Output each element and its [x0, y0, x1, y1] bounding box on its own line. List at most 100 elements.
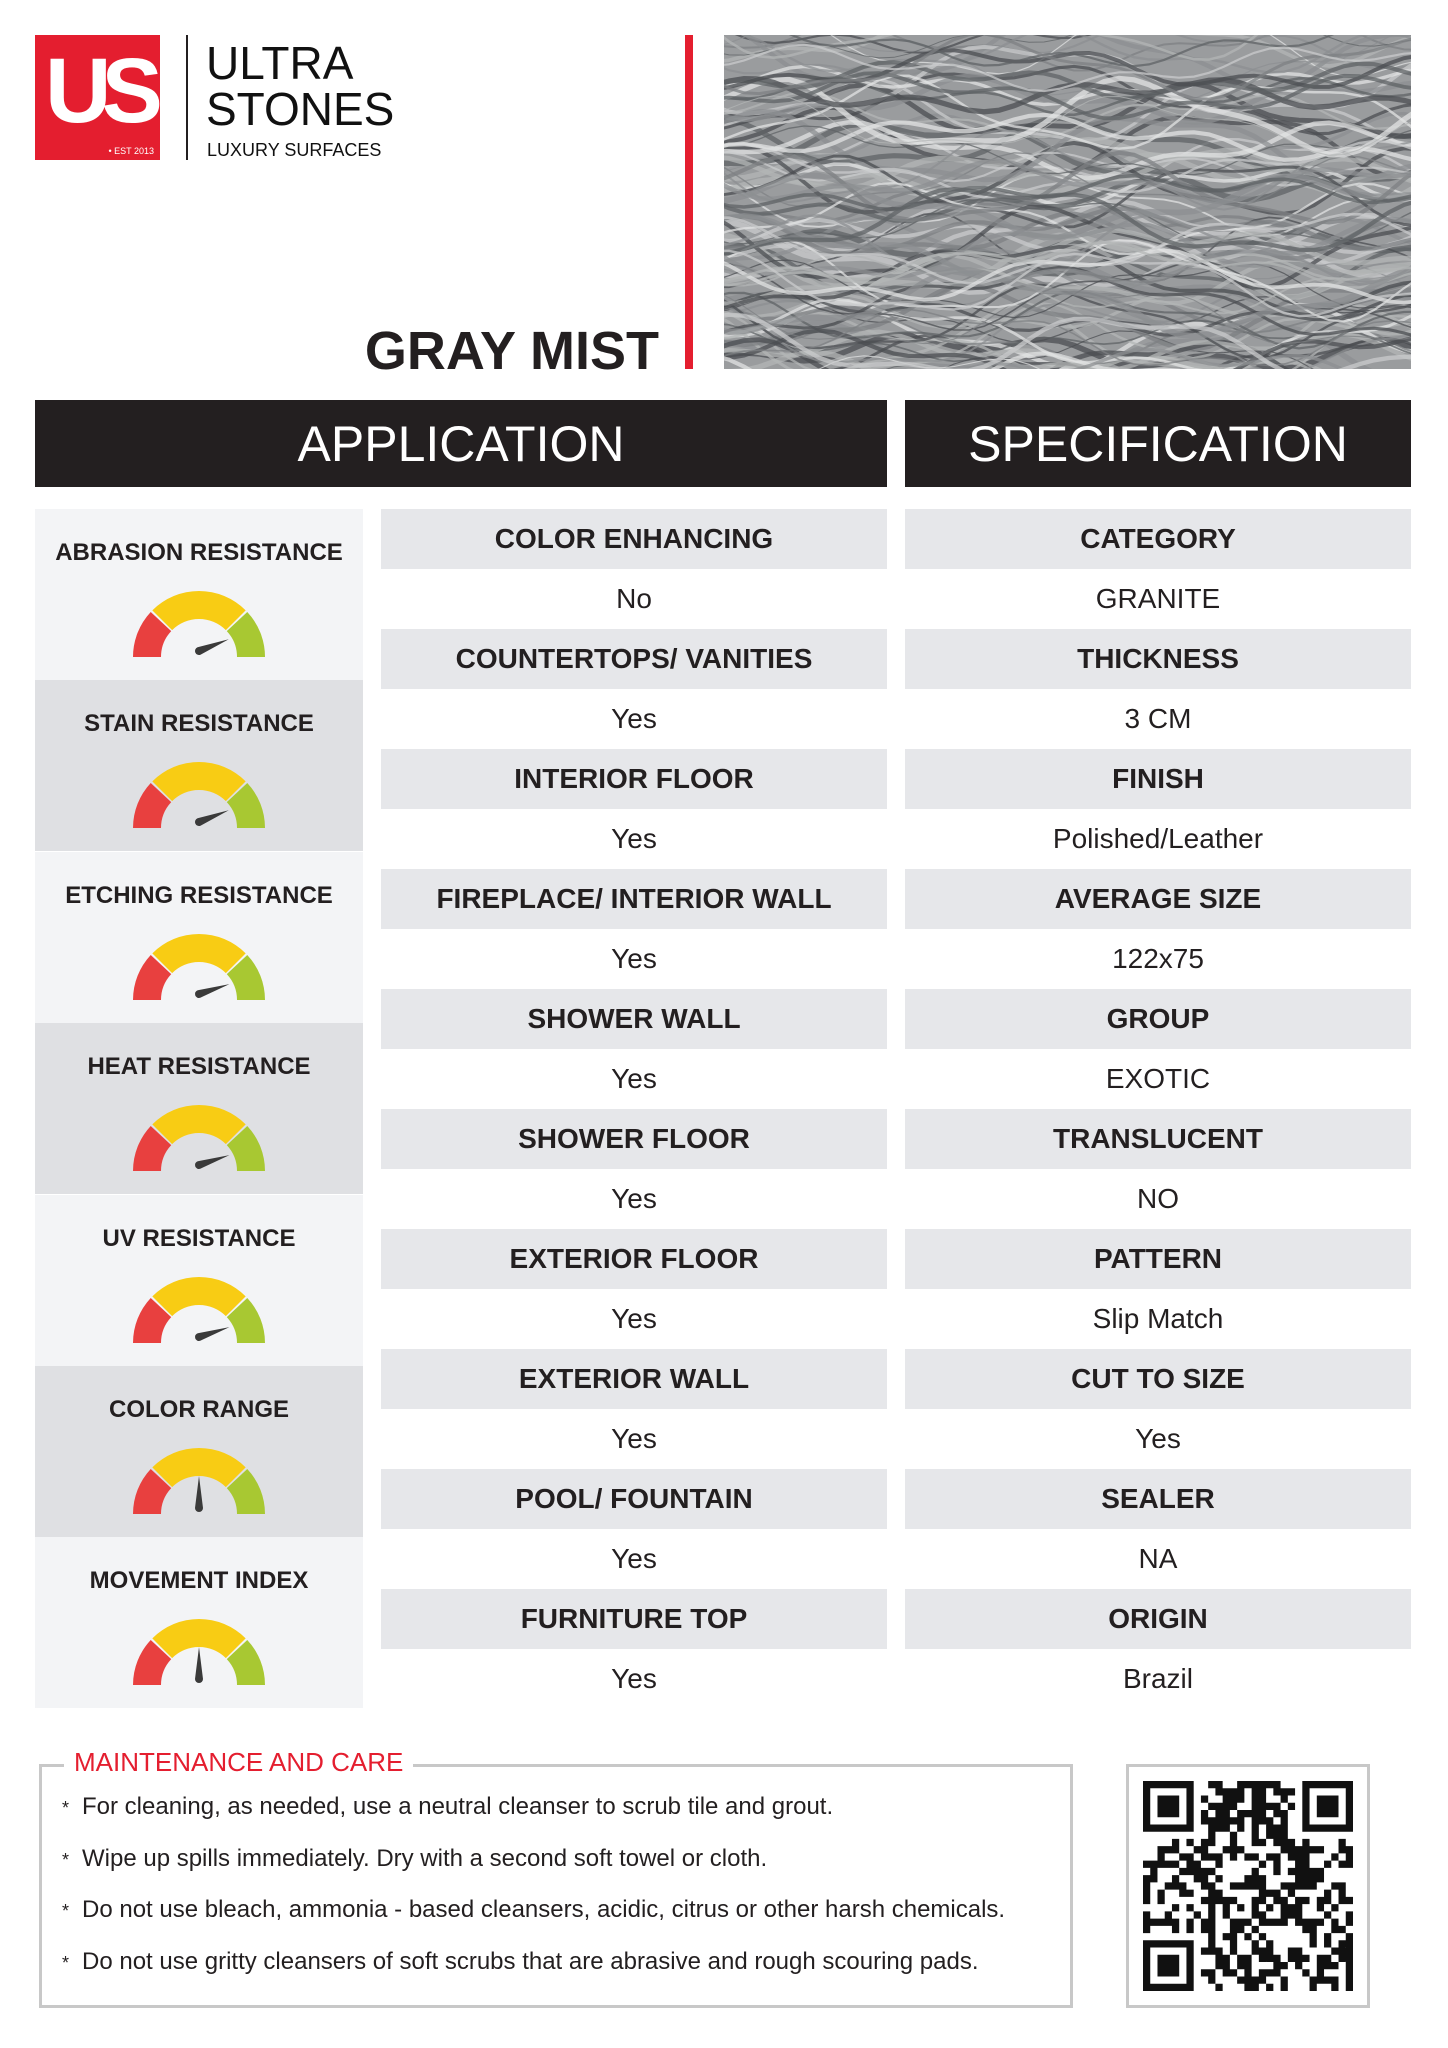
- bullet-icon: *: [62, 1952, 70, 1973]
- application-label: FURNITURE TOP: [381, 1589, 887, 1649]
- gauge-needle: [195, 810, 229, 827]
- specification-value: Slip Match: [1092, 1303, 1224, 1334]
- bullet-icon: *: [62, 1798, 70, 1818]
- rating-label: MOVEMENT INDEX: [89, 1567, 309, 1595]
- specification-label: PATTERN: [905, 1229, 1411, 1289]
- specification-value: GRANITE: [1095, 583, 1221, 614]
- application-label: INTERIOR FLOOR: [381, 749, 887, 809]
- qr-code-image: [1143, 1781, 1353, 1991]
- rating-label: ABRASION RESISTANCE: [55, 539, 343, 566]
- maintenance-item: * Do not use bleach, ammonia - based clea…: [62, 1896, 1005, 1924]
- gauge-segment: [133, 1468, 172, 1514]
- application-label: POOL/ FOUNTAIN: [381, 1469, 887, 1529]
- maintenance-box: [39, 1764, 1073, 2008]
- qr-code[interactable]: [1126, 1764, 1370, 2008]
- gauge-needle: [195, 1476, 203, 1512]
- specification-label: AVERAGE SIZE: [905, 869, 1411, 929]
- gauge-needle: [195, 639, 229, 655]
- brand-name-line1: ULTRA: [206, 37, 354, 89]
- specification-label: ORIGIN: [905, 1589, 1411, 1649]
- application-table: COLOR ENHANCING No COUNTERTOPS/ VANITIES Ye…: [381, 509, 887, 1709]
- gauge-segment: [152, 1276, 246, 1316]
- bullet-icon: *: [62, 1901, 70, 1921]
- rating-heat-resistance: HEAT RESISTANCE: [35, 1023, 363, 1195]
- gauge-icon: [133, 762, 265, 829]
- rating-label: UV RESISTANCE: [102, 1224, 296, 1252]
- maintenance-item: * Do not use gritty cleansers of soft scr…: [62, 1948, 978, 1976]
- brand-logo: US • EST 2013: [35, 35, 163, 160]
- specification-table: CATEGORY GRANITE THICKNESS 3 CM FINISH Polish…: [905, 509, 1411, 1709]
- specification-label: CATEGORY: [905, 509, 1411, 569]
- application-value: Yes: [611, 703, 657, 734]
- maintenance-title: MAINTENANCE AND CARE: [64, 1747, 414, 1778]
- specification-value: Yes: [1135, 1423, 1181, 1454]
- specification-header: SPECIFICATION: [905, 400, 1411, 487]
- gauge-segment: [133, 1640, 172, 1686]
- gauge-segment: [226, 611, 265, 657]
- maintenance-text: Do not use bleach, ammonia - based clean…: [82, 1896, 1006, 1923]
- maintenance-text: Wipe up spills immediately. Dry with a s…: [82, 1844, 768, 1872]
- bullet-icon: *: [62, 1849, 70, 1870]
- rating-label: COLOR RANGE: [109, 1396, 289, 1423]
- gauge-segment: [152, 1448, 246, 1488]
- rating-stain-resistance: STAIN RESISTANCE: [35, 680, 363, 852]
- gauge-needle: [195, 983, 230, 998]
- application-value: Yes: [611, 943, 657, 974]
- application-value: No: [616, 583, 652, 614]
- logo-divider: [186, 35, 188, 160]
- gauge-icon: [133, 1276, 265, 1343]
- application-label: COLOR ENHANCING: [381, 509, 887, 569]
- gauge-segment: [226, 783, 265, 829]
- application-label: SHOWER WALL: [381, 989, 887, 1049]
- stone-sample-image: [724, 35, 1411, 369]
- accent-divider: [685, 35, 693, 369]
- specification-label: FINISH: [905, 749, 1411, 809]
- gauge-segment: [152, 1105, 246, 1145]
- rating-label: ETCHING RESISTANCE: [65, 881, 333, 909]
- product-name: GRAY MIST: [364, 321, 659, 381]
- specification-label: GROUP: [905, 989, 1411, 1049]
- gauge-segment: [133, 1297, 172, 1343]
- gauge-segment: [226, 1126, 265, 1172]
- rating-uv-resistance: UV RESISTANCE: [35, 1194, 363, 1366]
- gauge-segment: [152, 933, 246, 973]
- application-value: Yes: [611, 1543, 657, 1574]
- gauge-segment: [133, 783, 172, 829]
- specification-value: EXOTIC: [1105, 1063, 1211, 1094]
- specification-label: CUT TO SIZE: [905, 1349, 1411, 1409]
- gauge-needle: [195, 1647, 203, 1684]
- gauge-icon: [133, 591, 265, 657]
- application-value: Yes: [611, 1663, 657, 1694]
- application-value: Yes: [611, 1423, 657, 1454]
- gauge-icon: [133, 1448, 265, 1514]
- application-label: SHOWER FLOOR: [381, 1109, 887, 1169]
- gauge-segment: [226, 1468, 265, 1514]
- rating-abrasion-resistance: ABRASION RESISTANCE: [35, 509, 363, 680]
- specification-value: 3 CM: [1124, 703, 1192, 734]
- rating-movement-index: MOVEMENT INDEX: [35, 1537, 363, 1709]
- application-label: COUNTERTOPS/ VANITIES: [381, 629, 887, 689]
- application-value: Yes: [611, 1183, 657, 1214]
- maintenance-item: * Wipe up spills immediately. Dry with a …: [62, 1845, 767, 1873]
- gauge-segment: [133, 1126, 172, 1172]
- specification-label: SEALER: [905, 1469, 1411, 1529]
- specification-value: Brazil: [1122, 1663, 1193, 1694]
- brand-name-line2: STONES: [206, 83, 395, 135]
- specification-value: Polished/Leather: [1052, 823, 1264, 854]
- application-label: FIREPLACE/ INTERIOR WALL: [381, 869, 887, 929]
- specification-value: NO: [1137, 1183, 1179, 1214]
- rating-etching-resistance: ETCHING RESISTANCE: [35, 851, 363, 1023]
- gauge-needle: [195, 1326, 230, 1341]
- maintenance-item: * For cleaning, as needed, use a neutral …: [62, 1793, 833, 1821]
- maintenance-text: Do not use gritty cleansers of soft scru…: [82, 1947, 979, 1975]
- specification-value: NA: [1138, 1543, 1178, 1574]
- gauge-segment: [226, 954, 265, 1000]
- rating-label: STAIN RESISTANCE: [84, 710, 314, 738]
- specification-label: THICKNESS: [905, 629, 1411, 689]
- rating-color-range: COLOR RANGE: [35, 1366, 363, 1537]
- application-value: Yes: [611, 1063, 657, 1094]
- gauge-segment: [133, 611, 172, 657]
- gauge-icon: [133, 1619, 265, 1686]
- application-value: Yes: [611, 823, 657, 854]
- application-value: Yes: [611, 1303, 657, 1334]
